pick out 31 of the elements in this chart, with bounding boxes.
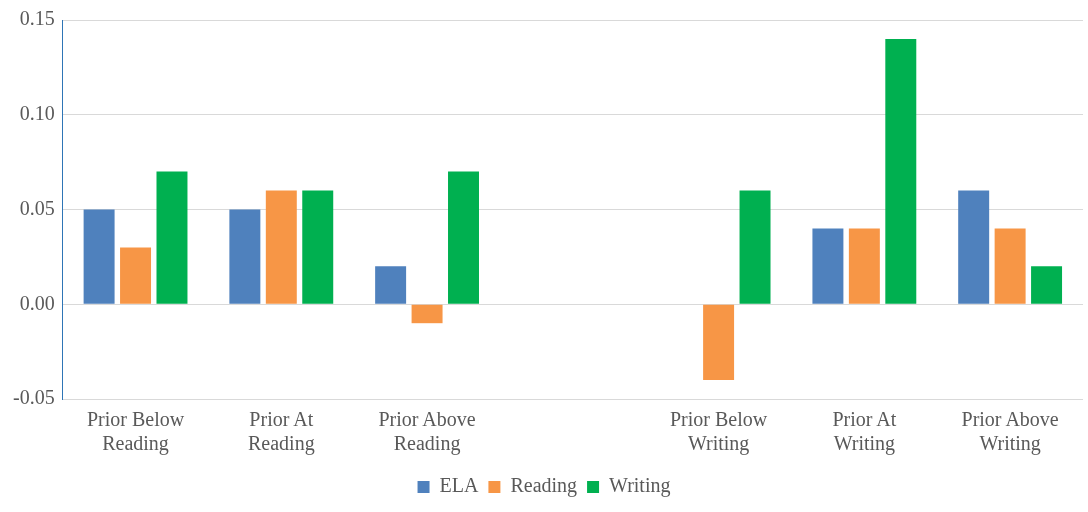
bar <box>156 171 188 304</box>
bar <box>448 171 479 304</box>
bar <box>812 228 844 304</box>
bar <box>265 190 297 304</box>
x-tick-label: Prior Below Writing <box>669 408 768 456</box>
y-tick-label: 0.00 <box>19 291 55 314</box>
x-tick-label: Prior At Reading <box>247 408 315 456</box>
legend-label: Reading <box>510 474 578 498</box>
bar <box>703 304 735 381</box>
bar <box>958 190 990 304</box>
x-tick-label: Prior At Writing <box>832 408 897 456</box>
bar <box>994 228 1026 304</box>
bar <box>411 304 443 324</box>
y-tick-label: 0.10 <box>19 102 55 124</box>
bar <box>375 266 407 304</box>
x-tick-label: Prior Below Reading <box>86 408 185 456</box>
y-tick-label: 0.15 <box>19 7 55 30</box>
legend-label: ELA <box>439 474 479 497</box>
bar <box>229 209 261 304</box>
y-tick-label: -0.05 <box>12 386 55 409</box>
bar <box>83 209 115 304</box>
y-tick-label: 0.05 <box>19 196 55 219</box>
bar <box>302 190 334 304</box>
bar <box>885 38 917 304</box>
bar <box>1031 266 1063 304</box>
bar <box>120 247 152 304</box>
legend-label: Writing <box>609 474 671 498</box>
bar <box>848 228 880 304</box>
bar <box>739 190 771 304</box>
x-tick-label: Prior Above Writing <box>961 408 1059 456</box>
x-tick-label: Prior Above Reading <box>378 408 476 456</box>
